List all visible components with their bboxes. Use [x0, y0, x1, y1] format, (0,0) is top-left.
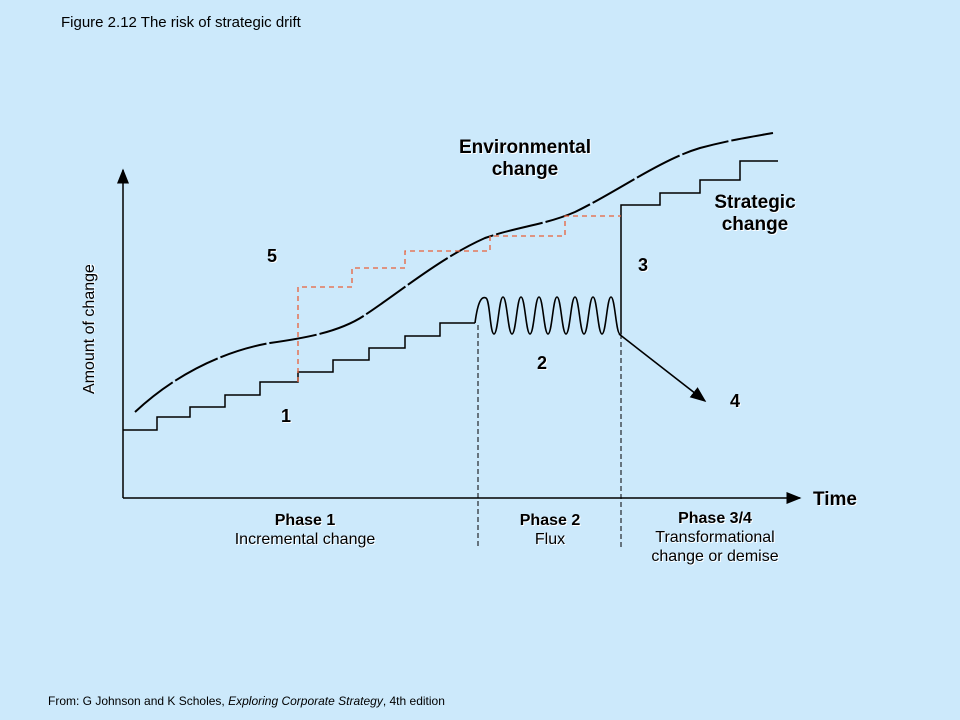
marker-4: 4	[729, 391, 740, 411]
flux-oscillation	[474, 296, 621, 335]
strategic-label-line2: change	[721, 214, 789, 236]
x-axis-label: Time	[812, 489, 857, 510]
phase-3-description-line1: Transformational	[655, 528, 775, 546]
marker-1: 1	[280, 406, 291, 426]
environmental-change-curve	[134, 132, 774, 413]
strategic-label-line1: Strategic	[714, 192, 796, 213]
demise-arrow	[618, 333, 707, 402]
phase-2-description: Flux	[534, 530, 566, 548]
source-prefix: From: G Johnson and K Scholes,	[48, 694, 229, 708]
source-book-title: Exploring Corporate Strategy	[228, 694, 383, 708]
environmental-label-line1: Environmental	[459, 137, 591, 158]
phase-1-description: Incremental change	[234, 530, 376, 548]
environmental-change-label: Environmental change	[440, 137, 610, 182]
phase-2-label: Phase 2 Flux	[500, 512, 600, 550]
strategic-change-label: Strategic change	[690, 192, 820, 237]
phase-2-title: Phase 2	[519, 512, 581, 529]
figure-title: Figure 2.12 The risk of strategic drift	[61, 14, 301, 31]
strategic-change-steps-phase3	[620, 160, 778, 334]
environmental-label-line2: change	[491, 159, 559, 181]
marker-3: 3	[637, 255, 648, 275]
marker-5: 5	[266, 246, 277, 266]
phase-1-title: Phase 1	[274, 512, 336, 529]
phase-3-label: Phase 3/4 Transformational change or dem…	[625, 510, 805, 567]
phase-1-label: Phase 1 Incremental change	[210, 512, 400, 550]
phase-3-description-line2: change or demise	[651, 547, 779, 565]
phase-3-title: Phase 3/4	[678, 510, 752, 527]
drift-dashed-steps	[297, 215, 621, 382]
source-credit: From: G Johnson and K Scholes, Exploring…	[48, 694, 445, 708]
y-axis-label: Amount of change	[81, 264, 98, 394]
source-suffix: , 4th edition	[382, 694, 445, 708]
marker-2: 2	[536, 353, 547, 373]
